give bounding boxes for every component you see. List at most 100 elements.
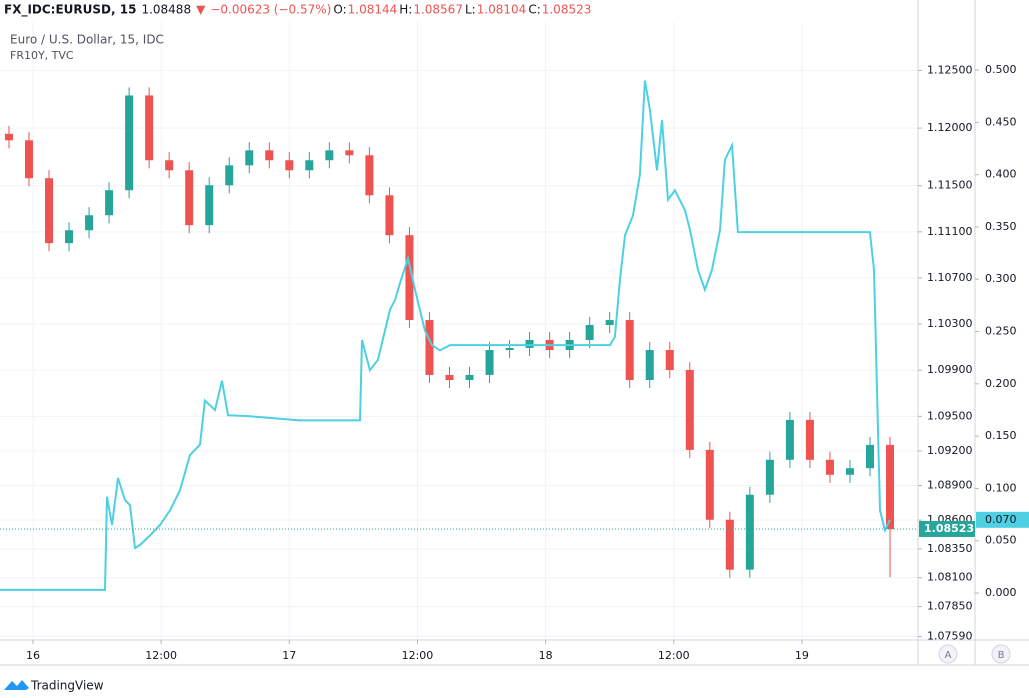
candle-body [285,160,294,171]
x-tick-label: 12:00 [402,649,434,662]
candle-body [325,150,334,161]
candle-body [825,459,834,475]
x-tick-label: 19 [795,649,809,662]
candle-body [385,195,394,236]
candle-body [805,419,814,460]
candle-body [45,178,54,244]
y-tick-label: 1.12000 [927,121,973,134]
last-value-label: 0.070 [985,513,1017,526]
scale-button-label[interactable]: B [998,650,1005,661]
axes: 1.12500 1.12000 1.11500 1.11100 1.10700 1.103… [26,63,1029,664]
candle-body [525,339,534,348]
price-change: −0.00623 (−0.57%) [210,3,331,17]
y2-tick-label: 0.150 [985,429,1017,442]
candle-body [785,419,794,460]
grid [0,22,918,640]
y2-tick-label: 0.450 [985,115,1017,128]
plot-area [0,80,918,591]
y-tick-label: 1.07590 [927,630,973,643]
x-tick-label: 12:00 [658,649,690,662]
brand-logo [4,680,29,690]
candle-body [865,444,874,469]
candle-body [685,369,694,450]
ohlc-key: O: [333,3,346,17]
candle-body [24,140,33,179]
candle-body [886,444,895,529]
symbol: FX_IDC:EURUSD, 15 [4,3,136,18]
candle-body [765,459,774,495]
candle-body [65,230,74,244]
y2-tick-label: 0.200 [985,377,1017,390]
scale-button[interactable] [938,644,958,664]
candle-body [505,347,514,351]
candle-body [205,185,214,226]
y-tick-label: 1.12500 [927,63,973,76]
y-tick-label: 1.08350 [927,542,973,555]
x-tick-label: 18 [539,649,553,662]
candle-body [405,235,414,321]
scale-button[interactable] [991,644,1011,664]
last-value-box [976,511,1029,528]
ohlc-value: 1.08104 [477,3,527,17]
y2-tick-label: 0.050 [985,534,1017,547]
ohlc-value: 1.08144 [348,3,398,17]
candle-body [445,374,454,381]
ohlc-value: 1.08523 [542,3,592,17]
y2-tick-label: 0.000 [985,586,1017,599]
last-price-box [919,520,975,537]
candle-body [185,170,194,226]
candle-body [105,190,114,216]
candle-body [305,160,314,171]
y2-tick-label: 0.500 [985,63,1017,76]
candle-body [425,320,434,375]
y-tick-label: 1.08900 [927,479,973,492]
candle-body [125,95,134,191]
scale-button-label[interactable]: A [945,650,952,661]
y-tick-label: 1.09900 [927,363,973,376]
brand-icon [4,680,29,690]
candle-body [345,150,354,156]
y2-tick-label: 0.300 [985,272,1017,285]
y2-tick-label: 0.100 [985,481,1017,494]
candle-body [4,133,13,141]
candle-body [365,155,374,196]
brand-name: TradingView [30,679,104,693]
ohlc-value: 1.08567 [413,3,463,17]
header: FX_IDC:EURUSD, 15 1.08488 ▼ −0.00623 (−0.57… [4,3,591,18]
candle-body [465,374,474,381]
y-tick-label: 1.09200 [927,444,973,457]
candle-body [245,150,254,166]
candle-body [165,160,174,171]
candle-body [265,150,274,161]
chart-title: Euro / U.S. Dollar, 15, IDC [10,33,164,47]
x-tick-label: 16 [26,649,40,662]
ohlc-key: L: [465,3,476,17]
y-tick-label: 1.07850 [927,600,973,613]
y-tick-label: 1.08100 [927,571,973,584]
ohlc-key: C: [528,3,540,17]
candle-body [705,449,714,520]
candle-body [605,320,614,326]
candle-body [665,350,674,370]
candle-body [725,519,734,570]
candle-body [485,350,494,375]
candle-body [745,494,754,570]
x-tick-label: 12:00 [145,649,177,662]
candle-body [645,350,654,381]
y-tick-label: 1.09500 [927,409,973,422]
y2-tick-label: 0.250 [985,325,1017,338]
series-line [0,80,891,591]
y2-tick-label: 0.350 [985,220,1017,233]
y2-tick-label: 0.400 [985,168,1017,181]
last-price: 1.08488 [141,3,191,17]
legend-entry: FR10Y, TVC [10,49,74,62]
candle-body [845,468,854,475]
candle-body [145,95,154,161]
y-tick-label: 1.11500 [927,179,973,192]
y-tick-label: 1.11100 [927,225,973,238]
candle-body [625,320,634,381]
candle-body [85,215,94,231]
